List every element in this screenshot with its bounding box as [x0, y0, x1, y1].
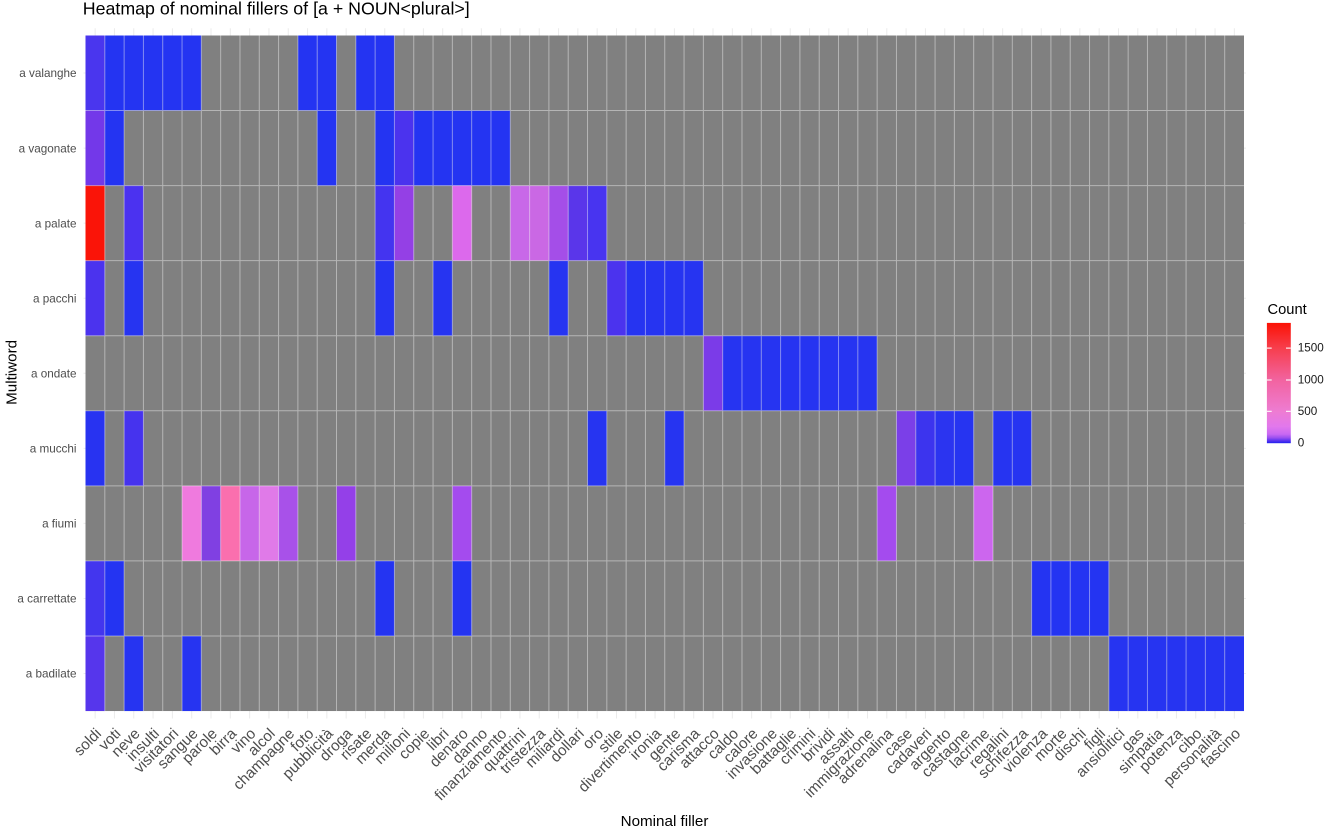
- svg-text:a carrettate: a carrettate: [17, 593, 76, 606]
- svg-text:1500: 1500: [1298, 342, 1325, 355]
- svg-text:Heatmap of nominal fillers of: Heatmap of nominal fillers of [a + NOUN<…: [83, 0, 470, 19]
- svg-text:a palate: a palate: [35, 217, 77, 230]
- svg-text:a fiumi: a fiumi: [42, 518, 76, 531]
- svg-text:Nominal filler: Nominal filler: [621, 813, 709, 829]
- svg-text:a ondate: a ondate: [31, 367, 77, 380]
- svg-text:1000: 1000: [1298, 374, 1325, 387]
- svg-text:500: 500: [1298, 405, 1318, 418]
- svg-text:a vagonate: a vagonate: [19, 142, 77, 155]
- svg-text:0: 0: [1298, 437, 1305, 450]
- svg-text:Multiword: Multiword: [3, 340, 20, 405]
- svg-text:Count: Count: [1268, 302, 1307, 318]
- svg-text:a valanghe: a valanghe: [19, 67, 76, 80]
- svg-text:a badilate: a badilate: [26, 668, 77, 681]
- svg-text:a mucchi: a mucchi: [30, 443, 77, 456]
- svg-text:a pacchi: a pacchi: [33, 292, 77, 305]
